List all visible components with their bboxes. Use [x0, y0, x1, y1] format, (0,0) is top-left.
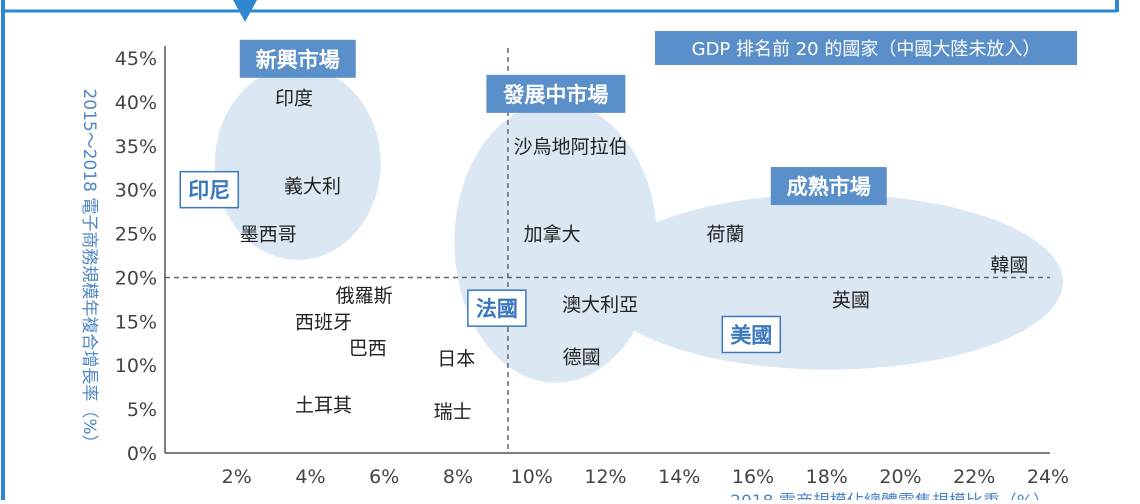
x-tick-label: 22%: [953, 466, 995, 488]
y-tick-label: 20%: [115, 267, 157, 289]
group-label-box: [770, 167, 887, 206]
axes: 0% 5% 10% 15% 20% 25% 30% 35% 40% 45% 2% 4% 6% 8% 10% 1…: [115, 46, 1069, 488]
country-label: 荷蘭: [706, 224, 744, 246]
chart-subtitle: GDP 排名前 20 的國家（中國大陸未放入）: [692, 39, 1041, 60]
country-label: 澳大利亞: [562, 294, 638, 316]
x-axis-label: 2018 電商規模佔總體零售規模比重（%）: [730, 492, 1050, 500]
y-tick-label: 35%: [115, 136, 157, 158]
group-ellipse-0: [214, 66, 381, 260]
y-tick-label: 0%: [127, 443, 157, 465]
x-tick-label: 12%: [584, 466, 626, 488]
y-tick-label: 15%: [115, 311, 157, 333]
country-label: 韓國: [990, 254, 1028, 276]
group-label: 發展中市場: [502, 83, 608, 107]
country-label-highlighted: 法國: [476, 297, 518, 321]
group-label: 新興市場: [256, 48, 340, 72]
country-label: 沙烏地阿拉伯: [514, 136, 628, 158]
pointer-triangle-icon: [233, 0, 257, 22]
country-box: [467, 289, 527, 327]
y-tick-label: 40%: [115, 92, 157, 114]
subtitle-box: [655, 31, 1077, 65]
group-label: 成熟市場: [787, 175, 871, 199]
y-tick-label: 25%: [115, 224, 157, 246]
country-label: 墨西哥: [240, 224, 297, 246]
country-label: 西班牙: [295, 311, 352, 333]
country-box: [721, 315, 782, 354]
y-axis-label: 2015～2018 電子商務規模年複合增長率（%）: [79, 88, 99, 451]
x-tick-label: 18%: [806, 466, 848, 488]
x-tick-label: 14%: [658, 466, 700, 488]
country-label: 日本: [437, 348, 475, 370]
y-tick-label: 45%: [115, 48, 157, 70]
x-tick-label: 24%: [1027, 466, 1069, 488]
x-tick-label: 20%: [879, 466, 921, 488]
x-tick-label: 16%: [732, 466, 774, 488]
country-label: 印度: [275, 88, 313, 110]
x-tick-label: 10%: [511, 466, 553, 488]
quadrant-dividers: [165, 48, 1050, 453]
x-tick-label: 6%: [369, 466, 399, 488]
group-ellipse-2: [594, 194, 1063, 370]
country-box: [179, 170, 239, 209]
x-tick-label: 2%: [222, 466, 252, 488]
y-tick-label: 30%: [115, 180, 157, 202]
country-label: 俄羅斯: [336, 285, 393, 307]
x-tick-label: 8%: [443, 466, 473, 488]
group-label-box: [239, 39, 356, 78]
country-label: 加拿大: [524, 223, 581, 246]
country-label-highlighted: 印尼: [188, 179, 230, 203]
country-label: 德國: [563, 346, 601, 368]
country-label-highlighted: 美國: [730, 324, 772, 348]
group-label-box: [486, 74, 626, 113]
y-tick-label: 5%: [127, 399, 157, 421]
y-tick-label: 10%: [115, 355, 157, 377]
country-label: 義大利: [284, 175, 341, 197]
x-tick-label: 4%: [295, 466, 325, 488]
group-ellipses: [214, 66, 1063, 383]
country-label: 英國: [832, 289, 870, 311]
country-label: 巴西: [349, 338, 387, 360]
country-label: 瑞士: [434, 401, 472, 423]
country-label: 土耳其: [295, 395, 352, 417]
